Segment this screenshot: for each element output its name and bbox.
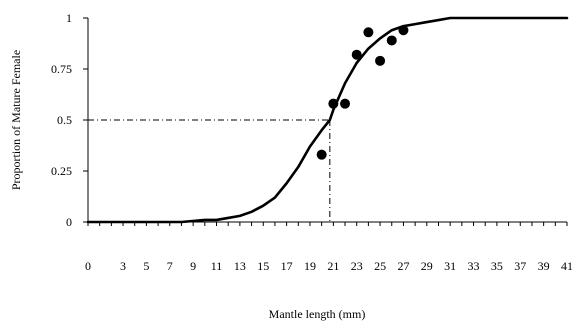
x-tick-label: 15: [257, 259, 269, 273]
y-tick-label: 1: [66, 11, 72, 25]
y-tick-label: 0: [66, 215, 72, 229]
fitted-curve-layer: [86, 16, 569, 224]
x-axis-title: Mantle length (mm): [269, 307, 366, 321]
x-tick-label: 17: [281, 259, 293, 273]
x-tick-label: 21: [327, 259, 339, 273]
x-axis-ticks: 0 3 5 7 9 11 13 15 17 19 21 23 25 27 29 31 33 35 37 39 41: [85, 222, 573, 273]
x-tick-label: 39: [538, 259, 550, 273]
x-tick-label: 25: [374, 259, 386, 273]
x-tick-label: 9: [190, 259, 196, 273]
observed-data-point: [351, 49, 362, 60]
reference-lines: [88, 119, 331, 222]
x-tick-label: 3: [120, 259, 126, 273]
y-tick-label: 0.75: [51, 62, 72, 76]
x-tick-label: 31: [444, 259, 456, 273]
x-tick-label: 35: [491, 259, 503, 273]
y-tick-label: 0.25: [51, 164, 72, 178]
x-tick-label: 29: [421, 259, 433, 273]
observed-data-point: [386, 35, 397, 46]
x-tick-label: 23: [351, 259, 363, 273]
observed-data-point: [340, 98, 351, 109]
x-tick-label: 11: [211, 259, 223, 273]
x-tick-label: 41: [561, 259, 573, 273]
x-tick-label: 0: [85, 259, 91, 273]
observed-data-point: [363, 27, 374, 38]
y-axis-title: Proportion of Mature Female: [9, 50, 23, 190]
x-tick-label: 33: [468, 259, 480, 273]
x-tick-label: 13: [234, 259, 246, 273]
y-tick-label: 0.5: [57, 113, 72, 127]
x-tick-label: 5: [143, 259, 149, 273]
fitted-logistic-curve: [86, 16, 569, 224]
observed-data-point: [316, 149, 327, 160]
x-tick-label: 7: [167, 259, 173, 273]
observed-data-point: [328, 98, 339, 109]
observed-points-layer: [316, 25, 409, 160]
observed-data-point: [398, 25, 409, 36]
x-tick-label: 37: [514, 259, 526, 273]
x-tick-label: 19: [304, 259, 316, 273]
observed-data-point: [375, 55, 386, 66]
y-axis-ticks: 0 0.25 0.5 0.75 1: [51, 11, 88, 229]
x-tick-label: 27: [397, 259, 409, 273]
